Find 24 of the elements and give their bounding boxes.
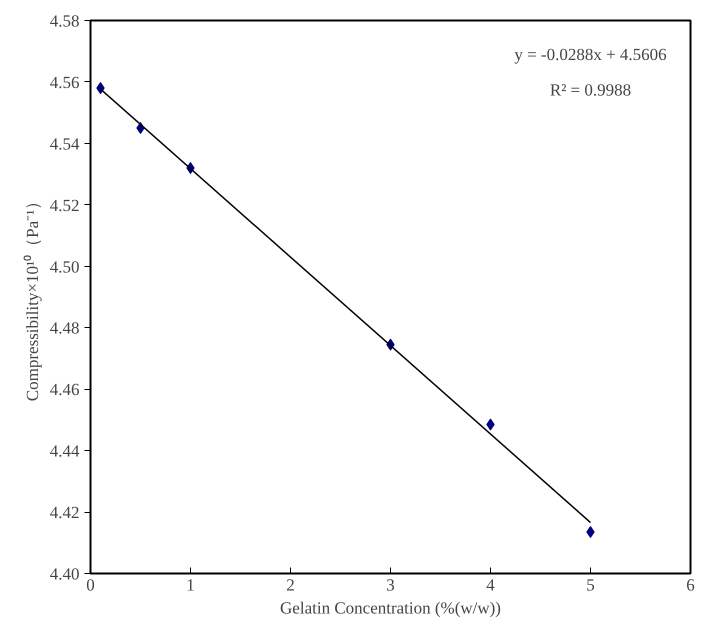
annotation: R² = 0.9988 [550,80,632,100]
y-tick-label: 4.46 [50,380,80,400]
x-axis-title: Gelatin Concentration (%(w/w)) [280,598,501,618]
x-tick-label: 0 [86,576,95,594]
y-axis-title: Compressibility×10¹⁰（Pa⁻¹） [22,192,42,402]
x-tick-label: 5 [586,576,595,594]
x-tick-label: 1 [186,576,195,594]
x-tick-label: 2 [286,576,295,594]
y-tick-label: 4.52 [50,196,80,215]
point [586,526,595,538]
y-tick-label: 4.56 [50,72,80,92]
point [486,418,495,430]
x-tick-label: 4 [486,576,496,594]
y-tick-label: 4.58 [50,12,80,30]
point [96,82,105,94]
x-tick-label: 6 [686,576,695,594]
y-tick-label: 4.40 [50,564,80,584]
x-tick-label: 3 [386,576,395,594]
y-tick-label: 4.44 [50,442,80,461]
y-tick-label: 4.54 [50,134,80,154]
y-tick-label: 4.50 [50,257,80,276]
y-tick-label: 4.42 [50,503,80,522]
annotation: y = -0.0288x + 4.5606 [514,45,667,64]
y-tick-label: 4.48 [50,318,80,338]
